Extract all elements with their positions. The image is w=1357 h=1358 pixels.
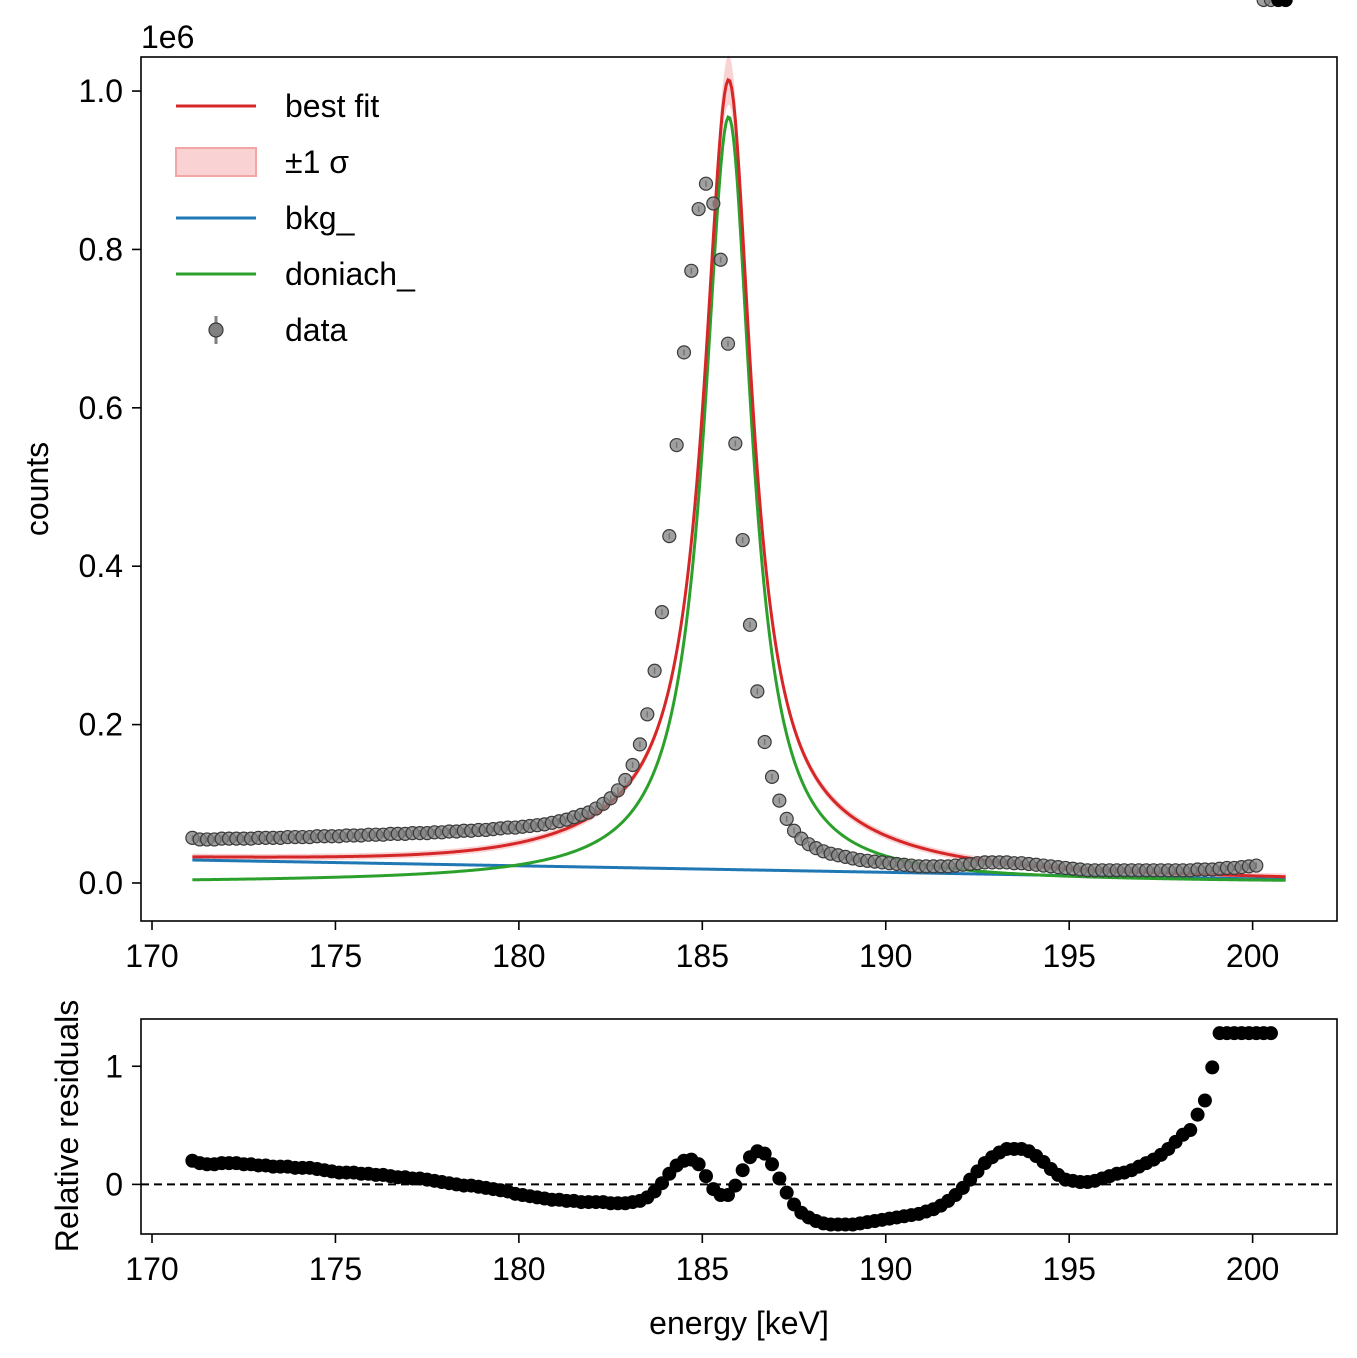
data-point — [698, 176, 714, 191]
residual-point — [698, 1169, 713, 1184]
data-point — [735, 532, 750, 548]
main-plot-frame — [140, 56, 1338, 922]
x-tick-label: 180 — [492, 938, 545, 974]
data-point — [713, 252, 728, 267]
residuals-y-axis: 01 — [105, 1048, 141, 1202]
residual-point — [779, 1185, 794, 1200]
data-point — [647, 663, 662, 678]
residuals-x-tick-label: 185 — [676, 1251, 729, 1287]
data-point — [742, 617, 758, 632]
data-point — [618, 772, 633, 788]
x-tick-label: 170 — [125, 938, 178, 974]
y-tick-label: 1.0 — [79, 73, 123, 109]
x-axis-label: energy [keV] — [649, 1305, 829, 1341]
residual-point — [765, 1157, 780, 1172]
legend-item-bkg: bkg_ — [176, 200, 356, 236]
data-point — [684, 263, 699, 278]
residual-point — [1197, 1093, 1212, 1108]
data-point — [640, 707, 655, 722]
legend-label: doniach_ — [285, 256, 416, 292]
data-point — [1249, 858, 1264, 873]
main-y-axis: 0.0 0.2 0.4 0.6 0.8 1.0 — [79, 73, 141, 901]
data-point — [662, 529, 677, 544]
y-tick-label: 0.4 — [79, 548, 123, 584]
y-tick-label: 0.0 — [79, 865, 123, 901]
data-point — [750, 684, 765, 699]
data-point — [669, 437, 684, 453]
y-tick-label: 0.8 — [79, 231, 123, 267]
legend-item-best-fit: best fit — [176, 88, 379, 124]
legend-item-data: data — [208, 312, 347, 348]
y-tick-label: 0.2 — [79, 707, 123, 743]
residuals-y-tick-label: 1 — [105, 1048, 123, 1084]
residual-point — [735, 1163, 750, 1178]
y-offset-text: 1e6 — [141, 19, 194, 55]
y-tick-label: 0.6 — [79, 390, 123, 426]
residual-point — [1263, 1026, 1278, 1041]
data-point — [676, 345, 692, 360]
data-point — [691, 201, 706, 217]
legend-swatch-marker — [208, 322, 224, 338]
x-tick-label: 200 — [1226, 938, 1279, 974]
x-tick-label: 190 — [859, 938, 912, 974]
legend-label: best fit — [285, 88, 379, 124]
residual-point — [1205, 1060, 1220, 1075]
x-tick-label: 175 — [309, 938, 362, 974]
residuals-x-tick-label: 200 — [1226, 1251, 1279, 1287]
data-point — [772, 793, 787, 808]
residuals-x-axis: 170 175 180 185 190 195 200 — [125, 1234, 1279, 1287]
legend: best fit ±1 σ bkg_ doniach_data — [175, 88, 416, 348]
residual-point — [1278, 0, 1293, 7]
residual-point — [757, 1146, 772, 1161]
residuals-y-axis-label: Relative residuals — [49, 1000, 85, 1253]
residuals-x-tick-label: 180 — [492, 1251, 545, 1287]
data-point — [779, 811, 794, 826]
residual-point — [691, 1157, 706, 1172]
x-tick-label: 185 — [676, 938, 729, 974]
data-point — [625, 757, 640, 773]
data-point — [764, 769, 780, 784]
residuals-x-tick-label: 170 — [125, 1251, 178, 1287]
residuals-x-tick-label: 190 — [859, 1251, 912, 1287]
residuals-plot-panel: 170 175 180 185 190 195 200 01 Relative residu… — [49, 0, 1338, 1341]
data-point — [610, 783, 626, 798]
legend-swatch — [175, 147, 257, 177]
data-point — [654, 605, 670, 620]
legend-item-doniach: doniach_ — [176, 256, 416, 292]
legend-label: ±1 σ — [285, 144, 349, 180]
x-tick-label: 195 — [1042, 938, 1095, 974]
data-point — [757, 734, 772, 750]
doniach-line — [192, 115, 1286, 882]
residual-point — [720, 1188, 735, 1203]
residual-point — [1183, 1123, 1198, 1138]
legend-label: bkg_ — [285, 200, 356, 236]
residual-point — [1190, 1107, 1205, 1122]
data-point — [720, 336, 736, 351]
residuals-x-tick-label: 195 — [1042, 1251, 1095, 1287]
main-plot-panel: 170 175 180 185 190 195 200 0.0 0.2 0.4 0.6 0.8 1.0… — [19, 0, 1338, 974]
data-point — [706, 196, 721, 211]
y-axis-label: counts — [19, 442, 55, 536]
residual-point — [728, 1178, 743, 1193]
residual-point — [654, 1176, 669, 1191]
residuals-plot-area — [141, 1019, 1337, 1234]
residuals-plot-frame — [140, 1018, 1338, 1235]
main-x-axis: 170 175 180 185 190 195 200 — [125, 921, 1279, 974]
legend-item-band: ±1 σ — [175, 144, 349, 180]
residuals-y-tick-label: 0 — [105, 1166, 123, 1202]
residual-point — [772, 1171, 787, 1186]
residuals-x-tick-label: 175 — [309, 1251, 362, 1287]
legend-label: data — [285, 312, 347, 348]
data-point — [632, 737, 648, 752]
data-point — [728, 436, 743, 451]
